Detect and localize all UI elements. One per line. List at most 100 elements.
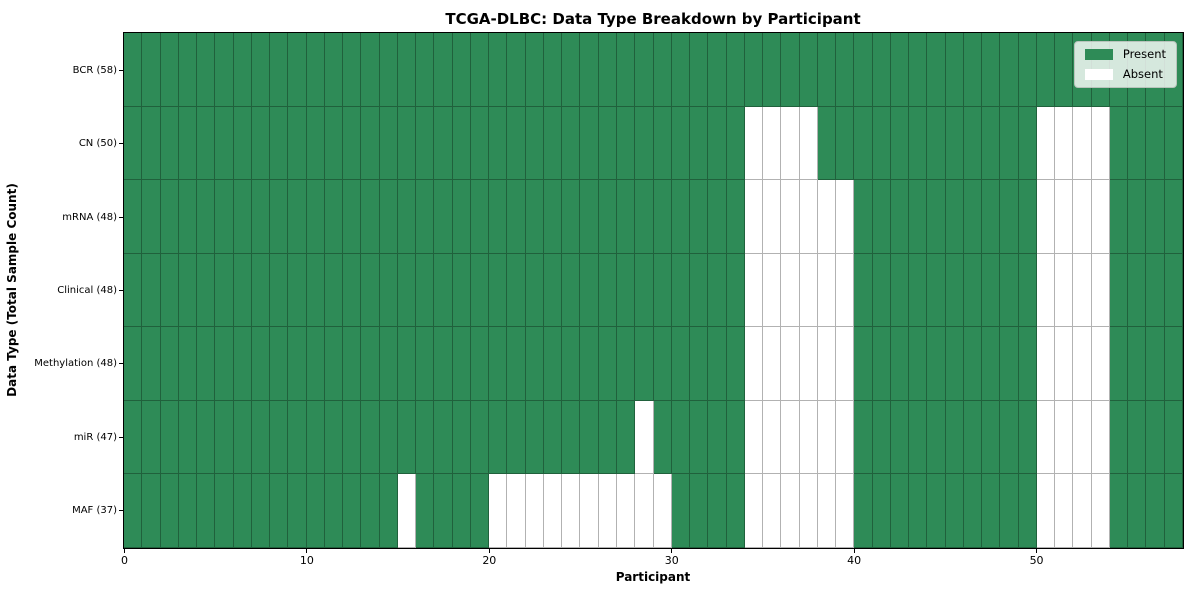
heatmap-cell bbox=[397, 33, 417, 107]
heatmap-cell bbox=[836, 180, 855, 254]
heatmap-cell bbox=[452, 400, 471, 475]
heatmap-cell bbox=[1036, 327, 1056, 401]
heatmap-cell bbox=[763, 400, 782, 475]
heatmap-cell bbox=[1000, 180, 1019, 254]
heatmap-cell bbox=[1055, 33, 1074, 107]
heatmap-cell bbox=[306, 253, 325, 328]
heatmap-cell bbox=[982, 253, 1001, 328]
heatmap-cell bbox=[288, 253, 307, 328]
heatmap-cell bbox=[379, 327, 398, 401]
heatmap-cell bbox=[799, 253, 818, 328]
heatmap-cell bbox=[616, 474, 636, 548]
heatmap-cell bbox=[178, 474, 198, 548]
heatmap-cell bbox=[1146, 253, 1165, 328]
heatmap-cell bbox=[909, 400, 928, 475]
heatmap-cell bbox=[160, 33, 179, 107]
heatmap-cell bbox=[562, 33, 581, 107]
heatmap-cell bbox=[744, 253, 764, 328]
heatmap-cell bbox=[854, 180, 873, 254]
heatmap-cell bbox=[726, 33, 745, 107]
heatmap-cell bbox=[434, 33, 453, 107]
heatmap-cell bbox=[397, 400, 417, 475]
heatmap-cell bbox=[306, 33, 325, 107]
heatmap-cell bbox=[854, 474, 873, 548]
heatmap-cell bbox=[379, 33, 398, 107]
heatmap-cell bbox=[142, 253, 161, 328]
heatmap-cell bbox=[872, 327, 891, 401]
heatmap-cell bbox=[799, 400, 818, 475]
y-tick-mark bbox=[119, 290, 123, 291]
heatmap-cell bbox=[872, 180, 891, 254]
heatmap-cell bbox=[160, 180, 179, 254]
heatmap-cell bbox=[543, 253, 563, 328]
heatmap-cell bbox=[653, 327, 672, 401]
y-tick-mark bbox=[119, 69, 123, 71]
heatmap-cell bbox=[270, 474, 289, 548]
heatmap-cell bbox=[927, 253, 946, 328]
heatmap-cell bbox=[1128, 253, 1147, 328]
plot-area: Present Absent bbox=[123, 32, 1184, 549]
heatmap-cell bbox=[580, 400, 599, 475]
heatmap-cell bbox=[489, 474, 508, 548]
heatmap-cell bbox=[470, 180, 490, 254]
heatmap-cell bbox=[799, 33, 818, 107]
heatmap-cell bbox=[836, 400, 855, 475]
heatmap-cell bbox=[671, 400, 691, 475]
heatmap-cell bbox=[288, 327, 307, 401]
y-tick-label: mRNA (48) bbox=[62, 211, 117, 223]
y-tick-mark bbox=[119, 143, 123, 145]
heatmap-cell bbox=[1128, 474, 1147, 548]
heatmap-cell bbox=[854, 400, 873, 475]
heatmap-cell bbox=[543, 180, 563, 254]
heatmap-cell bbox=[324, 327, 344, 401]
heatmap-cell bbox=[708, 106, 727, 181]
heatmap-cell bbox=[397, 253, 417, 328]
y-tick-mark bbox=[119, 436, 123, 438]
heatmap-cell bbox=[562, 253, 581, 328]
heatmap-cell bbox=[543, 106, 563, 181]
heatmap-cell bbox=[379, 400, 398, 475]
heatmap-cell bbox=[635, 106, 654, 181]
heatmap-cell bbox=[671, 33, 691, 107]
heatmap-cell bbox=[215, 106, 234, 181]
heatmap-cell bbox=[1036, 400, 1056, 475]
heatmap-cell bbox=[178, 253, 198, 328]
heatmap-cell bbox=[470, 106, 490, 181]
heatmap-cell bbox=[1164, 327, 1183, 401]
heatmap-cell bbox=[233, 106, 252, 181]
heatmap-cell bbox=[124, 253, 143, 328]
heatmap-cell bbox=[324, 253, 344, 328]
heatmap-cell bbox=[306, 474, 325, 548]
heatmap-cell bbox=[872, 106, 891, 181]
heatmap-cell bbox=[580, 33, 599, 107]
heatmap-cell bbox=[1018, 400, 1037, 475]
heatmap-cell bbox=[1000, 253, 1019, 328]
heatmap-cell bbox=[397, 474, 417, 548]
heatmap-cell bbox=[1000, 400, 1019, 475]
heatmap-cell bbox=[379, 106, 398, 181]
heatmap-cell bbox=[160, 106, 179, 181]
heatmap-cell bbox=[124, 327, 143, 401]
heatmap-cell bbox=[197, 327, 216, 401]
heatmap-cell bbox=[215, 33, 234, 107]
heatmap-cell bbox=[708, 33, 727, 107]
heatmap-cell bbox=[598, 253, 617, 328]
heatmap-cell bbox=[982, 327, 1001, 401]
heatmap-cell bbox=[124, 106, 143, 181]
heatmap-cell bbox=[1091, 327, 1110, 401]
heatmap-cell bbox=[616, 33, 636, 107]
heatmap-cell bbox=[690, 400, 709, 475]
heatmap-cell bbox=[1109, 180, 1129, 254]
heatmap-cell bbox=[653, 106, 672, 181]
heatmap-cell bbox=[1055, 253, 1074, 328]
heatmap-cell bbox=[525, 106, 544, 181]
heatmap-cell bbox=[197, 400, 216, 475]
heatmap-cell bbox=[397, 180, 417, 254]
legend-label: Present bbox=[1122, 47, 1166, 61]
heatmap-cell bbox=[763, 327, 782, 401]
heatmap-cell bbox=[836, 33, 855, 107]
heatmap-cell bbox=[306, 400, 325, 475]
heatmap-cell bbox=[361, 33, 380, 107]
heatmap-cell bbox=[343, 400, 362, 475]
heatmap-cell bbox=[324, 400, 344, 475]
